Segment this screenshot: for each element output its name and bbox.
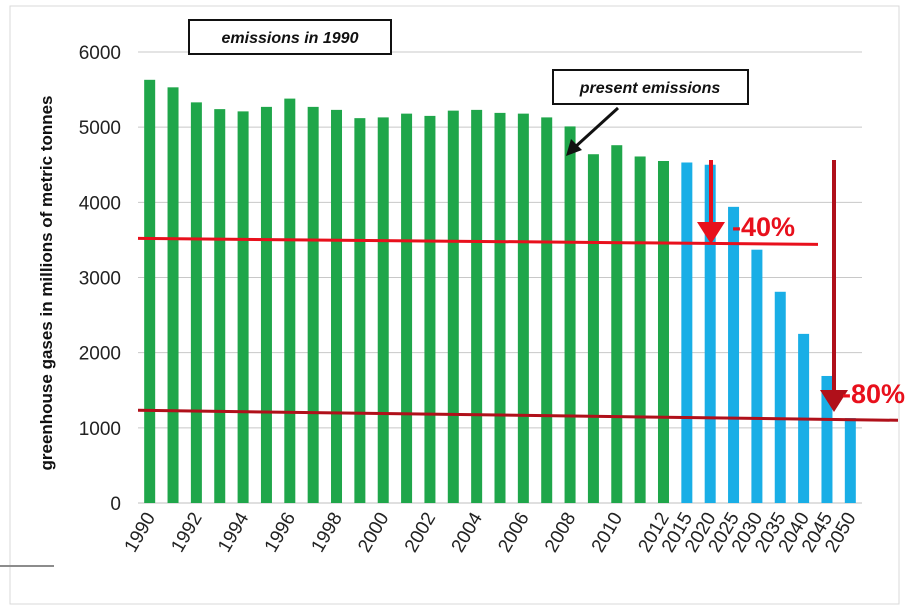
y-tick-label: 2000 (79, 344, 121, 365)
bar-2050 (844, 418, 856, 503)
bar-2035 (774, 291, 786, 503)
bar-2025 (728, 206, 740, 504)
x-tick-label: 1998 (308, 509, 347, 556)
bar-2012 (657, 160, 669, 503)
x-tick-label: 2002 (401, 509, 440, 556)
bar-2030 (751, 249, 763, 503)
arrow-40-head (697, 222, 725, 244)
bar-2000 (377, 117, 389, 504)
bar-1992 (190, 102, 202, 503)
x-axis-ticks: 1990 1992 1994 1996 1998 2000 2002 2004 2006 2008… (121, 509, 861, 556)
bar-2008 (564, 126, 576, 503)
bar-2003 (447, 110, 459, 503)
arrow-80-head (820, 390, 848, 412)
reference-lines (137, 236, 899, 422)
bar-2011 (634, 156, 646, 503)
bar-2002 (424, 115, 436, 504)
x-tick-label: 1992 (167, 509, 206, 556)
bar-1995 (260, 106, 272, 503)
bar-1994 (237, 111, 249, 504)
bar-1996 (284, 98, 296, 503)
bar-1997 (307, 106, 319, 503)
y-tick-label: 4000 (79, 193, 121, 214)
x-tick-label: 1994 (214, 509, 254, 556)
x-tick-label: 2010 (588, 509, 627, 556)
x-tick-label: 2008 (541, 509, 580, 556)
bar-2009 (587, 154, 599, 503)
callout-present-text: present emissions (579, 80, 721, 97)
bars (144, 79, 856, 504)
callout-1990-text: emissions in 1990 (222, 30, 359, 47)
bar-2006 (517, 113, 529, 504)
bar-2005 (494, 112, 506, 503)
reference-line-40 (137, 236, 819, 246)
x-tick-label: 1990 (121, 509, 160, 556)
label-minus-40: -40% (732, 212, 795, 242)
y-tick-label: 1000 (79, 419, 121, 440)
y-tick-label: 5000 (79, 118, 121, 139)
reference-line-80 (137, 408, 899, 422)
x-tick-label: 2004 (448, 509, 488, 556)
bar-1999 (354, 118, 366, 503)
x-tick-label: 2006 (494, 509, 533, 556)
x-tick-label: 2000 (354, 509, 393, 556)
bar-2001 (401, 113, 413, 504)
y-tick-label: 3000 (79, 269, 121, 290)
bar-1991 (167, 87, 179, 503)
bar-2015 (681, 162, 693, 503)
bar-2020 (704, 164, 716, 503)
x-tick-label: 1996 (261, 509, 300, 556)
chart-frame (9, 5, 900, 605)
bar-2045 (821, 375, 833, 503)
present-arrow-head (566, 139, 582, 156)
bar-2004 (471, 109, 483, 504)
bar-1990 (144, 79, 156, 503)
y-axis-label: greenhouse gases in millions of metric t… (37, 95, 56, 470)
callout-box-present (552, 69, 749, 105)
bar-2010 (611, 145, 623, 503)
callout-box-1990 (188, 19, 392, 55)
y-tick-label: 0 (110, 494, 121, 515)
y-tick-label: 6000 (79, 43, 121, 64)
bar-1993 (214, 109, 226, 504)
y-axis-ticks: 0 1000 2000 3000 4000 5000 6000 (79, 43, 121, 515)
present-arrow-shaft (572, 106, 620, 150)
bar-2007 (541, 117, 553, 504)
label-minus-80: -80% (842, 379, 905, 409)
bar-1998 (331, 109, 343, 504)
